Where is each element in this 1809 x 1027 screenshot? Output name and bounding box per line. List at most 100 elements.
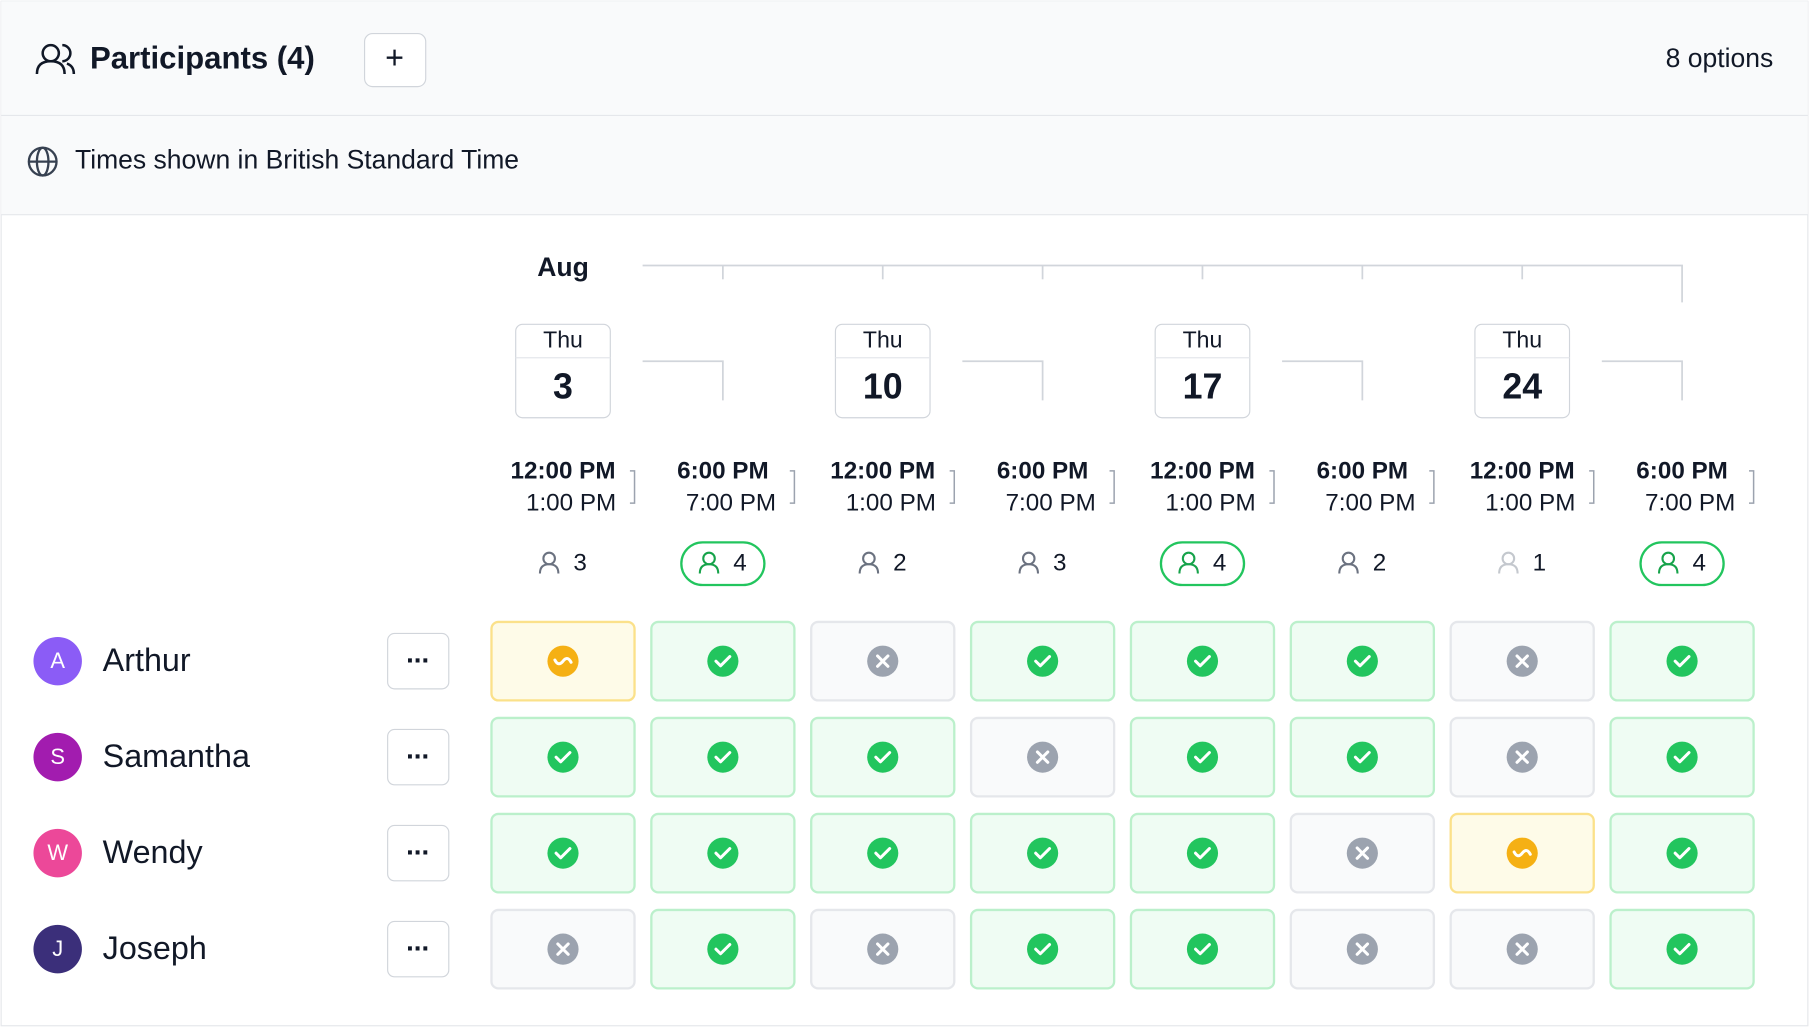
start-time: 6:00 PM — [1636, 457, 1728, 484]
person-body — [1338, 563, 1359, 574]
vote-glyph — [1034, 847, 1052, 860]
vote-glyph — [874, 847, 892, 860]
date-connector — [962, 360, 1044, 401]
vote-glyph — [556, 942, 570, 956]
participant-name: Wendy — [103, 834, 204, 870]
more-button-label[interactable]: ... — [406, 734, 429, 765]
vote-icon — [1666, 933, 1698, 965]
vote-glyph — [1673, 943, 1691, 956]
more-button-label[interactable]: ... — [406, 638, 429, 669]
header-title: Participants (4) — [90, 40, 315, 75]
vote-glyph — [554, 751, 572, 764]
vote-glyph — [876, 942, 890, 956]
vote-icon — [867, 741, 899, 773]
vote-icon — [867, 837, 899, 869]
vote-glyph — [1035, 750, 1050, 764]
timezone-label: Times shown in British Standard Time — [75, 145, 519, 175]
vote-glyph — [714, 847, 732, 860]
more-button-label[interactable]: ... — [406, 830, 429, 861]
participant-name: Arthur — [103, 642, 191, 678]
start-time: 12:00 PM — [1470, 457, 1575, 484]
time-bracket — [1589, 470, 1595, 504]
person-icon — [1498, 551, 1519, 574]
participants-icon — [35, 43, 76, 75]
avatar — [33, 924, 82, 974]
vote-glyph — [1194, 655, 1211, 668]
more-button[interactable] — [387, 728, 450, 786]
vote-icon — [1027, 645, 1059, 677]
add-button-label[interactable]: + — [385, 40, 404, 76]
participant-count: 1 — [1533, 550, 1546, 577]
vote-icon — [707, 933, 739, 965]
avatar — [33, 636, 82, 686]
day: 10 — [863, 366, 903, 406]
start-time: 12:00 PM — [830, 457, 935, 484]
person-body — [1657, 563, 1679, 574]
vote-icon — [547, 741, 579, 773]
vote-glyph — [1515, 942, 1529, 956]
add-button[interactable] — [363, 32, 427, 88]
end-time: 1:00 PM — [846, 490, 936, 517]
vote-glyph — [1673, 847, 1691, 860]
date-card — [1474, 323, 1571, 419]
more-button[interactable] — [387, 920, 450, 978]
time-bracket — [949, 470, 956, 504]
person-icon — [1338, 551, 1359, 574]
person-body — [1178, 563, 1199, 574]
person-body — [1498, 563, 1519, 574]
start-time: 6:00 PM — [997, 457, 1089, 484]
end-time: 7:00 PM — [1325, 490, 1415, 517]
person-icon — [538, 551, 560, 574]
vote-icon — [707, 741, 739, 773]
start-time: 6:00 PM — [677, 457, 769, 484]
more-button[interactable] — [387, 824, 450, 882]
vote-glyph — [553, 657, 573, 666]
vote-icon — [1186, 645, 1219, 677]
options-count: 8 options — [1666, 43, 1774, 73]
count-pill — [680, 541, 766, 587]
vote-icon — [1346, 741, 1378, 773]
vote-icon — [1186, 741, 1219, 773]
time-bracket — [1109, 470, 1115, 504]
avatar — [33, 828, 82, 878]
date-connector — [642, 360, 724, 401]
day: 17 — [1183, 366, 1223, 406]
day: 3 — [553, 366, 573, 406]
avatar-initial: A — [50, 648, 65, 673]
avatar-initial: W — [47, 840, 68, 865]
end-time: 7:00 PM — [1006, 490, 1096, 517]
vote-glyph — [1355, 942, 1370, 956]
date-card — [834, 323, 931, 419]
participant-name: Joseph — [103, 930, 207, 966]
more-button-label[interactable]: ... — [406, 926, 429, 957]
count-pill — [1639, 541, 1725, 587]
date-connector — [1601, 360, 1683, 401]
end-time: 1:00 PM — [1485, 490, 1575, 517]
participant-count: 4 — [733, 550, 746, 577]
vote-glyph — [1355, 846, 1370, 860]
vote-icon — [1186, 933, 1219, 965]
start-time: 6:00 PM — [1317, 457, 1409, 484]
vote-glyph — [1673, 655, 1691, 668]
vote-icon — [1666, 837, 1698, 869]
weekday: Thu — [863, 327, 903, 353]
timeline — [642, 264, 1683, 303]
start-time: 12:00 PM — [1150, 457, 1255, 484]
vote-glyph — [1194, 847, 1211, 860]
participant-count: 2 — [893, 550, 906, 577]
vote-icon — [707, 837, 739, 869]
month-label: Aug — [537, 252, 589, 282]
time-bracket — [629, 470, 636, 504]
vote-glyph — [1515, 654, 1529, 668]
globe-icon — [27, 146, 58, 177]
more-button[interactable] — [387, 632, 450, 690]
header-bg — [1, 1, 1808, 116]
person-body — [698, 563, 720, 574]
time-bracket — [1269, 470, 1275, 504]
person-body — [538, 563, 560, 574]
day: 24 — [1502, 366, 1542, 406]
vote-glyph — [1034, 943, 1052, 956]
end-time: 1:00 PM — [1165, 490, 1255, 517]
person-body — [858, 563, 880, 574]
